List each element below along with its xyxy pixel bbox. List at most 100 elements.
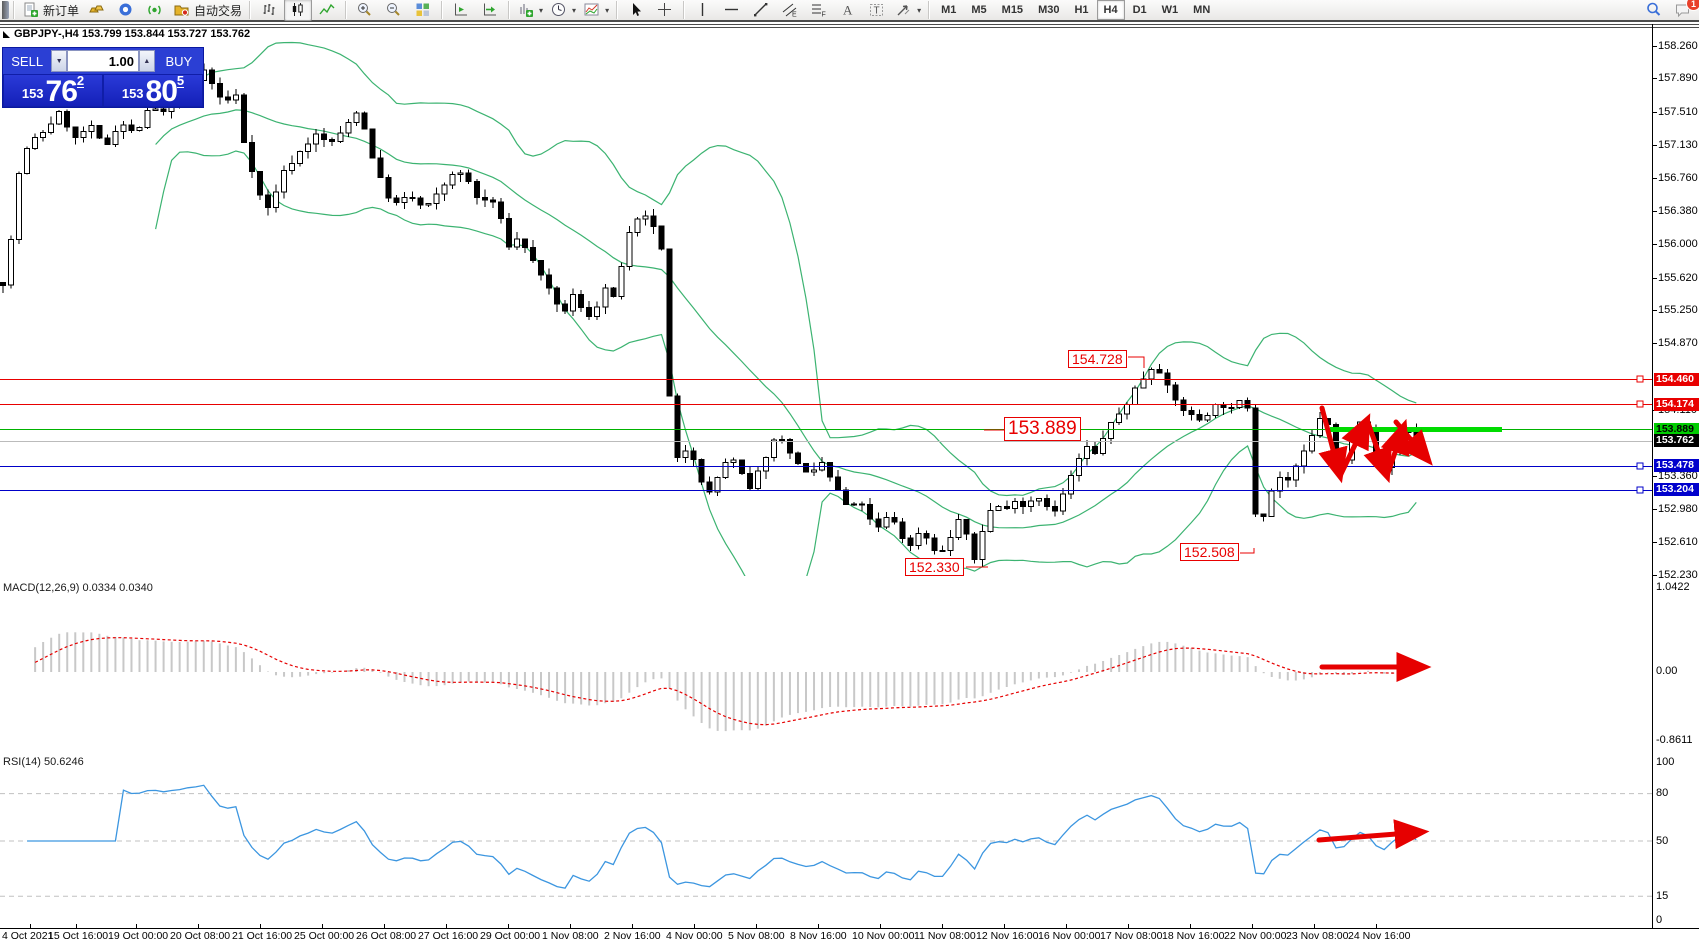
time-tick-mark	[136, 924, 137, 928]
rsi-scale-label: 100	[1656, 756, 1675, 768]
price-tick-mark	[1652, 476, 1657, 477]
rsi-pane[interactable]	[0, 754, 1652, 928]
auto-trading-button[interactable]: 自动交易	[170, 0, 245, 21]
volume-input[interactable]	[67, 50, 139, 72]
autotrade-icon	[173, 1, 191, 19]
tile-windows-button[interactable]	[409, 0, 437, 21]
price-level-tag: 153.889	[1654, 423, 1699, 436]
vline-icon	[694, 1, 712, 19]
bar-chart-mode-button[interactable]	[255, 0, 283, 21]
templates-button[interactable]: ▾	[580, 0, 612, 21]
signal-icon	[146, 1, 164, 19]
time-axis-label: 27 Oct 16:00	[418, 930, 479, 942]
chart-shift-button[interactable]	[447, 0, 475, 21]
toolbar-separator	[508, 1, 511, 19]
dropdown-caret-icon: ▾	[572, 5, 577, 15]
dropdown-caret-icon: ▾	[605, 5, 610, 15]
tiles-icon	[414, 1, 432, 19]
time-tick-mark	[694, 924, 695, 928]
crosshair-icon	[656, 1, 674, 19]
signals-button[interactable]	[141, 0, 169, 21]
chat-button[interactable]: 1	[1669, 0, 1699, 21]
volume-decrease-button[interactable]: ▼	[51, 50, 67, 72]
clock-icon	[550, 1, 568, 19]
time-tick-mark	[1004, 924, 1005, 928]
macd-pane[interactable]	[0, 580, 1652, 750]
time-tick-mark	[632, 924, 633, 928]
linechart-icon	[318, 1, 336, 19]
toolbar: 新订单 自动交易 ▾ ▾ ▾ E F A T ▾ M1 M5 M15 M30 H1 H4 D1 W1 MN 1	[0, 0, 1699, 22]
timeframe-w1-button[interactable]: W1	[1161, 4, 1179, 16]
buy-price-panel[interactable]: 153 80 5	[104, 74, 202, 107]
price-callout[interactable]: 154.728	[1068, 350, 1127, 369]
time-axis-label: 29 Oct 00:00	[480, 930, 541, 942]
volume-increase-button[interactable]: ▲	[139, 50, 155, 72]
price-tick-mark	[1652, 310, 1657, 311]
macd-label: MACD(12,26,9) 0.0334 0.0340	[3, 582, 153, 594]
rsi-label: RSI(14) 50.6246	[3, 756, 84, 768]
text-tool-button[interactable]: A	[834, 0, 862, 21]
toolbar-button-label: 新订单	[43, 3, 80, 18]
timeframe-h4-button[interactable]: H4	[1096, 0, 1125, 20]
timeframe-m1-button[interactable]: M1	[941, 4, 957, 16]
main-price-pane[interactable]	[0, 24, 1652, 576]
price-tick-mark	[1652, 542, 1657, 543]
sell-button[interactable]: SELL	[3, 48, 52, 74]
rsi-scale-label: 15	[1656, 890, 1669, 902]
time-axis-label: 20 Oct 08:00	[170, 930, 231, 942]
new-chart-button[interactable]: ▾	[514, 0, 546, 21]
search-button[interactable]	[1640, 0, 1668, 21]
crosshair-tool-button[interactable]	[651, 0, 679, 21]
vline-tool-button[interactable]	[689, 0, 717, 21]
time-tick-mark	[508, 924, 509, 928]
shapes-tool-button[interactable]: ▾	[892, 0, 924, 21]
time-tick-mark	[1252, 924, 1253, 928]
toolbar-separator	[345, 1, 348, 19]
market-watch-button[interactable]	[83, 0, 111, 21]
zoom-out-button[interactable]	[380, 0, 408, 21]
toolbar-button-label: 自动交易	[194, 3, 243, 18]
time-tick-mark	[260, 924, 261, 928]
periods-button[interactable]: ▾	[547, 0, 579, 21]
chart-title: GBPJPY-,H4 153.799 153.844 153.727 153.7…	[14, 28, 251, 40]
buy-button[interactable]: BUY	[154, 48, 203, 74]
fibonacci-tool-button[interactable]: F	[805, 0, 833, 21]
candle-chart-mode-button[interactable]	[284, 0, 313, 21]
time-tick-mark	[1376, 924, 1377, 928]
sell-price-panel[interactable]: 153 76 2	[4, 74, 102, 107]
price-callout[interactable]: 152.330	[905, 558, 964, 577]
timeframe-h1-button[interactable]: H1	[1074, 4, 1089, 16]
shift-icon	[452, 1, 470, 19]
time-axis-label: 12 Nov 16:00	[976, 930, 1039, 942]
cursor-tool-button[interactable]	[622, 0, 650, 21]
timeframe-m5-button[interactable]: M5	[971, 4, 987, 16]
timeframe-mn-button[interactable]: MN	[1193, 4, 1211, 16]
time-axis-label: 17 Nov 08:00	[1100, 930, 1163, 942]
new-order-button[interactable]: 新订单	[19, 0, 82, 21]
price-tick-mark	[1652, 145, 1657, 146]
price-callout[interactable]: 153.889	[1004, 417, 1081, 441]
zoom-in-button[interactable]	[351, 0, 379, 21]
channel-icon: E	[781, 1, 799, 19]
time-axis-label: 26 Oct 08:00	[356, 930, 417, 942]
line-chart-mode-button[interactable]	[313, 0, 341, 21]
auto-scroll-button[interactable]	[476, 0, 504, 21]
pane-divider-rsi[interactable]	[0, 24, 1699, 28]
price-callout[interactable]: 152.508	[1180, 543, 1239, 562]
macd-scale-label: 1.0422	[1656, 581, 1690, 593]
timeframe-m30-button[interactable]: M30	[1038, 4, 1060, 16]
community-button[interactable]	[112, 0, 140, 21]
time-tick-mark	[1128, 924, 1129, 928]
label-tool-button[interactable]: T	[863, 0, 891, 21]
toolbar-separator	[441, 1, 444, 19]
price-tick-label: 152.980	[1658, 503, 1698, 515]
timeframe-m15-button[interactable]: M15	[1001, 4, 1024, 16]
clipped-toolbar-icon	[2, 1, 9, 19]
time-axis-label: 4 Oct 2021	[2, 930, 54, 942]
channel-tool-button[interactable]: E	[776, 0, 804, 21]
price-tick-mark	[1652, 343, 1657, 344]
price-level-tag: 153.204	[1654, 483, 1699, 496]
trendline-tool-button[interactable]	[747, 0, 775, 21]
timeframe-d1-button[interactable]: D1	[1132, 4, 1147, 16]
hline-tool-button[interactable]	[718, 0, 746, 21]
